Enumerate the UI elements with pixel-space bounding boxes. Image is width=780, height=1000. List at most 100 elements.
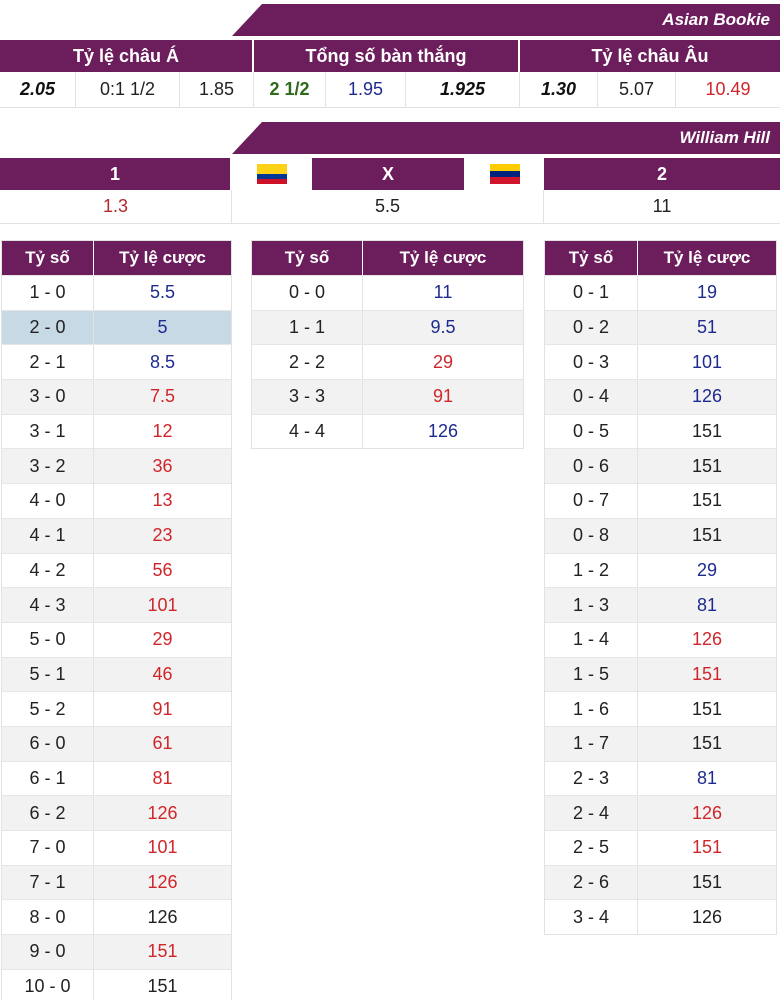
table-row: 2 - 0 5 (2, 309, 231, 345)
odds-cell: 151 (147, 976, 178, 997)
score-column-header: Tỷ số (545, 241, 638, 275)
score-column-header: Tỷ số (252, 241, 363, 275)
table-row: 10 - 0 151 (2, 968, 231, 1000)
draw-odds: 5.5 (232, 190, 544, 223)
odds-cell: 29 (432, 351, 454, 372)
score-cell: 1 - 0 (2, 276, 94, 310)
score-cell: 4 - 1 (2, 518, 94, 553)
table-row: 2 - 5 151 (545, 830, 776, 865)
score-cell: 6 - 1 (2, 761, 94, 796)
table-row: 4 - 1 23 (2, 517, 231, 553)
odds-cell: 126 (691, 386, 723, 407)
odds-cell: 56 (152, 559, 173, 580)
odds-cell: 81 (152, 767, 173, 788)
table-row: 0 - 6 151 (545, 448, 776, 484)
asian-handicap-header: Tỷ lệ châu Á (0, 40, 254, 72)
table-row: 2 - 2 29 (252, 344, 523, 380)
home-flag-cell (232, 158, 312, 190)
table-row: 2 - 1 8.5 (2, 344, 231, 380)
asian-bookie-value-6: 1.30 (520, 72, 598, 107)
odds-cell: 151 (691, 421, 723, 442)
draw-table-header: Tỷ số Tỷ lệ cược (252, 241, 523, 275)
odds-cell: 13 (152, 490, 173, 511)
score-cell: 3 - 2 (2, 449, 94, 484)
asian-bookie-values-row: 2.05 0:1 1/2 1.85 2 1/2 1.95 1.925 1.30 5.07 10.… (0, 72, 780, 108)
score-cell: 0 - 0 (252, 276, 363, 310)
odds-cell: 8.5 (149, 351, 176, 372)
score-cell: 5 - 2 (2, 692, 94, 726)
table-row: 5 - 1 46 (2, 656, 231, 692)
table-row: 4 - 4 126 (252, 413, 523, 449)
away-win-header: 2 (544, 158, 780, 190)
score-cell: 3 - 3 (252, 380, 363, 414)
asian-bookie-value-1: 0:1 1/2 (76, 72, 180, 107)
asian-bookie-value-4: 1.95 (326, 72, 406, 107)
draw-header: X (312, 158, 466, 190)
asian-bookie-value-8: 10.49 (705, 79, 751, 99)
total-goals-header: Tổng số bàn thắng (254, 40, 520, 72)
score-cell: 0 - 6 (545, 449, 638, 484)
asian-bookie-banner: Asian Bookie (232, 4, 780, 36)
home-table-header: Tỷ số Tỷ lệ cược (2, 241, 231, 275)
odds-column-header: Tỷ lệ cược (119, 248, 206, 267)
score-cell: 0 - 1 (545, 276, 638, 310)
score-cell: 4 - 3 (2, 588, 94, 622)
table-row: 1 - 5 151 (545, 656, 776, 692)
score-cell: 2 - 0 (2, 310, 94, 345)
asian-bookie-value-0: 2.05 (0, 72, 76, 107)
table-row: 4 - 3 101 (2, 587, 231, 622)
score-cell: 6 - 0 (2, 726, 94, 761)
table-row: 0 - 7 151 (545, 483, 776, 518)
table-row: 9 - 0 151 (2, 934, 231, 969)
score-cell: 3 - 0 (2, 380, 94, 414)
table-row: 7 - 0 101 (2, 830, 231, 865)
score-cell: 4 - 4 (252, 414, 363, 449)
table-row: 3 - 3 91 (252, 379, 523, 414)
odds-cell: 19 (696, 282, 718, 303)
table-row: 0 - 5 151 (545, 413, 776, 449)
score-cell: 0 - 4 (545, 380, 638, 414)
odds-cell: 101 (691, 351, 723, 372)
score-cell: 10 - 0 (2, 969, 94, 1000)
score-cell: 1 - 3 (545, 588, 638, 622)
odds-cell: 151 (691, 663, 723, 684)
score-cell: 6 - 2 (2, 796, 94, 830)
table-row: 2 - 3 81 (545, 760, 776, 796)
table-row: 7 - 1 126 (2, 864, 231, 900)
table-row: 1 - 3 81 (545, 587, 776, 622)
score-cell: 0 - 8 (545, 518, 638, 553)
score-cell: 1 - 1 (252, 310, 363, 345)
table-row: 0 - 2 51 (545, 309, 776, 345)
table-row: 3 - 0 7.5 (2, 379, 231, 414)
odds-cell: 5.5 (149, 282, 176, 303)
odds-cell: 11 (433, 282, 453, 303)
odds-cell: 151 (691, 837, 723, 858)
odds-cell: 51 (696, 317, 718, 338)
odds-cell: 101 (147, 594, 178, 615)
score-cell: 1 - 2 (545, 553, 638, 588)
table-row: 1 - 4 126 (545, 621, 776, 657)
draws-score-table: Tỷ số Tỷ lệ cược 0 - 0 11 1 - 1 9.5 2 - 2 29 3… (251, 240, 524, 450)
table-row: 1 - 6 151 (545, 691, 776, 726)
odds-cell: 29 (696, 559, 718, 580)
score-cell: 0 - 2 (545, 310, 638, 345)
score-cell: 2 - 4 (545, 796, 638, 830)
table-row: 0 - 1 19 (545, 275, 776, 310)
odds-cell: 126 (147, 872, 178, 893)
away-table-header: Tỷ số Tỷ lệ cược (545, 241, 776, 275)
asian-bookie-value-3: 2 1/2 (254, 72, 326, 107)
score-cell: 3 - 4 (545, 900, 638, 935)
odds-cell: 5 (157, 317, 168, 338)
score-cell: 2 - 3 (545, 761, 638, 796)
odds-cell: 151 (691, 733, 723, 754)
score-cell: 0 - 7 (545, 484, 638, 518)
odds-cell: 23 (152, 525, 173, 546)
score-cell: 2 - 1 (2, 345, 94, 380)
odds-cell: 101 (147, 837, 178, 858)
score-cell: 0 - 5 (545, 414, 638, 449)
score-cell: 4 - 0 (2, 484, 94, 518)
away-wins-score-table: Tỷ số Tỷ lệ cược 0 - 1 19 0 - 2 51 0 - 3 101 0… (544, 240, 777, 936)
venezuela-flag-icon (490, 164, 520, 184)
table-row: 3 - 1 12 (2, 413, 231, 449)
score-cell: 2 - 6 (545, 865, 638, 900)
